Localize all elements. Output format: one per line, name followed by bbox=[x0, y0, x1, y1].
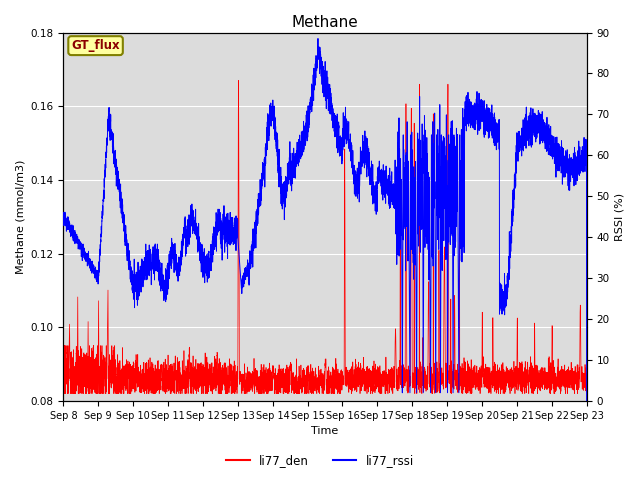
Title: Methane: Methane bbox=[292, 15, 358, 30]
Legend: li77_den, li77_rssi: li77_den, li77_rssi bbox=[221, 449, 419, 472]
Y-axis label: Methane (mmol/m3): Methane (mmol/m3) bbox=[15, 159, 25, 274]
Text: GT_flux: GT_flux bbox=[71, 39, 120, 52]
X-axis label: Time: Time bbox=[312, 426, 339, 436]
Y-axis label: RSSI (%): RSSI (%) bbox=[615, 192, 625, 241]
